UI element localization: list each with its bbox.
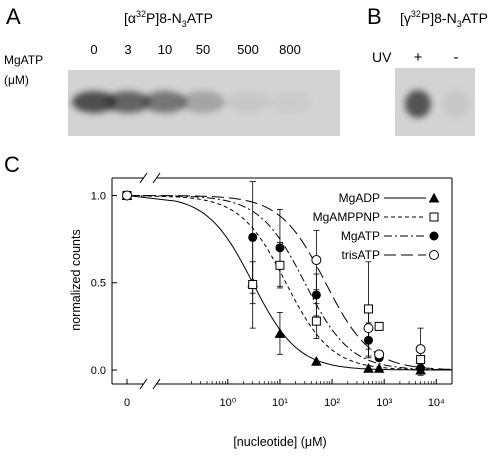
y-tick-label: 0.0 [91,365,106,377]
data-point-mgamppnp [363,304,373,314]
legend: MgADP MgAMPPNP MgATP trisATP [313,191,440,262]
legend-marker [428,192,440,203]
lane-label-a: 10 [158,42,172,57]
dose-response-chart: 0.00.51.00 10⁰ 10¹ 10² 10³ 10⁴ MgADPMgAMPPNPM… [69,172,453,449]
x-tick-label: 0 [124,397,130,409]
panel-a-bands [72,91,312,113]
data-point-mgatp [311,290,321,300]
data-point-mgadp [274,328,286,338]
x-tick-label: 10⁴ [428,397,445,409]
data-point-mgatp [275,243,285,253]
legend-marker [429,231,439,241]
panel-b-title: [γ32P]8-N3ATP [400,9,488,29]
data-point-trisatp [374,349,385,360]
panel-c-letter: C [4,152,20,177]
gel-band-a [226,91,270,113]
axis-break-mark [139,378,148,390]
panel-a-row-unit: (μM) [4,73,29,87]
data-point-mgatp [416,363,426,373]
gel-band-b [405,90,431,118]
panel-b-lane-labels: + - [414,49,459,66]
lane-label-a: 500 [237,42,259,57]
legend-label: MgAMPPNP [313,210,380,224]
gel-band-a [268,91,312,113]
data-markers [121,190,426,375]
fit-curve-mgatp [126,195,452,371]
data-point-mgadp [363,362,374,373]
fit-curve-mgadp [126,195,452,371]
lane-label-a: 0 [90,42,97,57]
data-point-mgamppnp [275,260,285,270]
y-tick-label: 1.0 [91,190,106,202]
x-tick-label: 10³ [376,397,392,409]
data-point-trisatp [122,190,132,201]
gel-band-a [143,91,187,113]
gel-band-b [443,90,469,118]
y-axis-label: normalized counts [69,229,83,330]
panel-a-lane-labels: 0 3 10 50 500 800 [90,42,300,57]
data-point-mgadp [311,356,322,366]
panel-a-title: [α32P]8-N3ATP [124,9,213,29]
data-point-trisatp [311,255,322,266]
x-tick-label: 10¹ [272,397,288,409]
x-axis-label: [nucleotide] (μM) [233,435,326,449]
x-tick-label: 10⁰ [219,397,236,409]
data-point-mgamppnp [416,355,426,365]
lane-label-a: 800 [279,42,301,57]
data-point-mgamppnp [374,321,384,331]
panel-b-bands [405,90,469,118]
fit-curve-mgamppnp [126,195,452,371]
data-point-trisatp [415,344,426,355]
data-point-mgatp [363,335,373,345]
legend-label: trisATP [342,248,380,262]
lane-label-a: 50 [196,42,210,57]
lane-label-b: + [414,49,423,66]
gel-band-a [72,91,116,113]
x-tick-label: 10² [324,397,340,409]
fit-curves [126,195,453,371]
fit-curve-trisatp [126,195,453,370]
data-point-mgamppnp [248,279,258,289]
y-tick-label: 0.5 [91,278,106,290]
panel-a-letter: A [6,4,21,29]
axis-break-mark [152,172,161,184]
chart-axes [111,172,453,390]
data-point-mgamppnp [311,316,321,326]
gel-band-a [106,91,150,113]
legend-label: MgATP [341,229,380,243]
legend-label: MgADP [339,191,380,205]
axis-break-mark [139,172,148,184]
panel-b-letter: B [367,4,382,29]
legend-marker [429,250,439,260]
gel-band-a [181,91,225,113]
axis-break-mark [152,378,161,390]
legend-marker [429,212,439,222]
lane-label-b: - [454,49,459,66]
tick-labels: 0.0 0.5 1.0 0 10⁰ 10¹ 10² 10³ 10⁴ [91,190,445,409]
panel-b-row-label: UV [372,49,392,65]
data-point-mgatp [248,232,258,242]
lane-label-a: 3 [124,42,131,57]
data-point-mgadp [373,362,385,373]
panel-a-row-label: MgATP [4,53,43,67]
data-point-trisatp [363,323,374,334]
